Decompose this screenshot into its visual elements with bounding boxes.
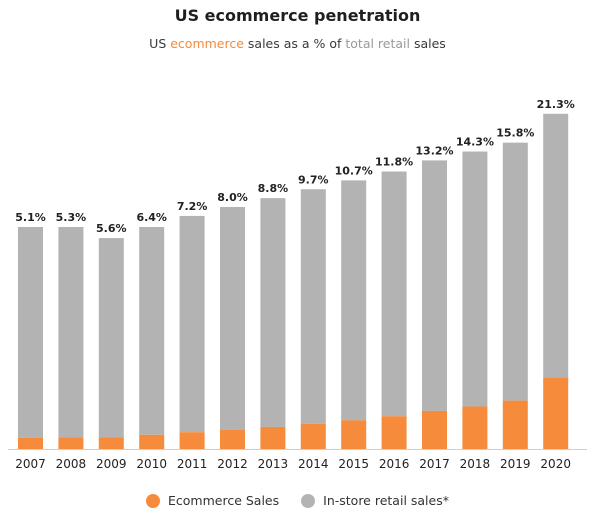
bar-ecommerce-2012: [220, 429, 245, 449]
bar-ecommerce-2019: [502, 400, 528, 449]
value-label-2019: 15.8%: [496, 127, 534, 140]
bar-ecommerce-2013: [260, 426, 286, 449]
legend-item-ecommerce: Ecommerce Sales: [146, 493, 279, 508]
subtitle-ecommerce: ecommerce: [170, 36, 244, 51]
value-label-2013: 8.8%: [258, 182, 289, 195]
bar-ecommerce-2014: [300, 423, 326, 449]
value-label-2020: 21.3%: [537, 98, 575, 111]
bar-ecommerce-2020: [543, 377, 569, 449]
x-tick-label-2007: 2007: [15, 457, 46, 471]
bar-ecommerce-2016: [381, 416, 407, 449]
bar-ecommerce-2009: [98, 437, 124, 449]
bar-instore-2018: [462, 151, 488, 407]
x-tick-label-2016: 2016: [379, 457, 410, 471]
bar-ecommerce-2007: [18, 437, 43, 449]
subtitle-suffix: sales: [410, 36, 446, 51]
bar-instore-2011: [179, 215, 205, 433]
bar-instore-2009: [98, 238, 124, 438]
x-tick-label-2020: 2020: [540, 457, 571, 471]
value-label-2008: 5.3%: [56, 211, 87, 224]
x-tick-label-2015: 2015: [338, 457, 369, 471]
bar-instore-2013: [260, 198, 286, 427]
bar-instore-2017: [422, 160, 447, 411]
value-label-2016: 11.8%: [375, 156, 413, 169]
bar-ecommerce-2017: [422, 410, 447, 449]
bar-ecommerce-2018: [462, 406, 488, 449]
bar-ecommerce-2011: [179, 432, 205, 449]
x-tick-label-2009: 2009: [96, 457, 127, 471]
bar-instore-2014: [300, 189, 326, 424]
value-label-2011: 7.2%: [177, 200, 208, 213]
legend-swatch-ecommerce: [146, 493, 160, 508]
x-tick-label-2019: 2019: [500, 457, 531, 471]
legend-item-instore: In-store retail sales*: [301, 493, 449, 508]
value-label-2012: 8.0%: [217, 191, 248, 204]
value-label-2015: 10.7%: [335, 164, 373, 177]
chart-title: US ecommerce penetration: [174, 6, 421, 25]
value-label-2007: 5.1%: [15, 211, 46, 224]
value-label-2009: 5.6%: [96, 222, 127, 235]
value-label-2010: 6.4%: [136, 211, 167, 224]
bar-instore-2008: [58, 227, 84, 438]
subtitle-total-retail: total retail: [345, 36, 410, 51]
bar-ecommerce-2008: [58, 437, 84, 449]
bar-instore-2007: [18, 227, 43, 438]
x-tick-label-2008: 2008: [56, 457, 87, 471]
bar-instore-2016: [381, 171, 407, 417]
x-tick-label-2012: 2012: [217, 457, 248, 471]
subtitle-middle: sales as a % of: [243, 36, 346, 51]
bar-ecommerce-2015: [341, 420, 367, 449]
x-tick-label-2014: 2014: [298, 457, 329, 471]
x-tick-label-2011: 2011: [177, 457, 208, 471]
x-tick-label-2010: 2010: [136, 457, 167, 471]
bar-instore-2020: [543, 113, 569, 378]
x-tick-label-2018: 2018: [460, 457, 491, 471]
bar-instore-2010: [139, 227, 165, 435]
subtitle-prefix: US: [149, 36, 171, 51]
value-label-2014: 9.7%: [298, 173, 329, 186]
x-tick-label-2017: 2017: [419, 457, 450, 471]
bar-instore-2012: [220, 207, 245, 430]
value-label-2017: 13.2%: [415, 144, 453, 157]
x-tick-label-2013: 2013: [258, 457, 289, 471]
chart-legend: Ecommerce Sales In-store retail sales*: [0, 493, 595, 508]
legend-label-instore: In-store retail sales*: [323, 493, 449, 508]
bar-ecommerce-2010: [139, 434, 165, 449]
legend-swatch-instore: [301, 493, 316, 508]
bar-instore-2019: [502, 142, 528, 401]
bar-instore-2015: [341, 180, 367, 421]
chart-subtitle: US ecommerce sales as a % of total retai…: [0, 36, 595, 51]
legend-label-ecommerce: Ecommerce Sales: [168, 493, 280, 508]
value-label-2018: 14.3%: [456, 136, 494, 149]
